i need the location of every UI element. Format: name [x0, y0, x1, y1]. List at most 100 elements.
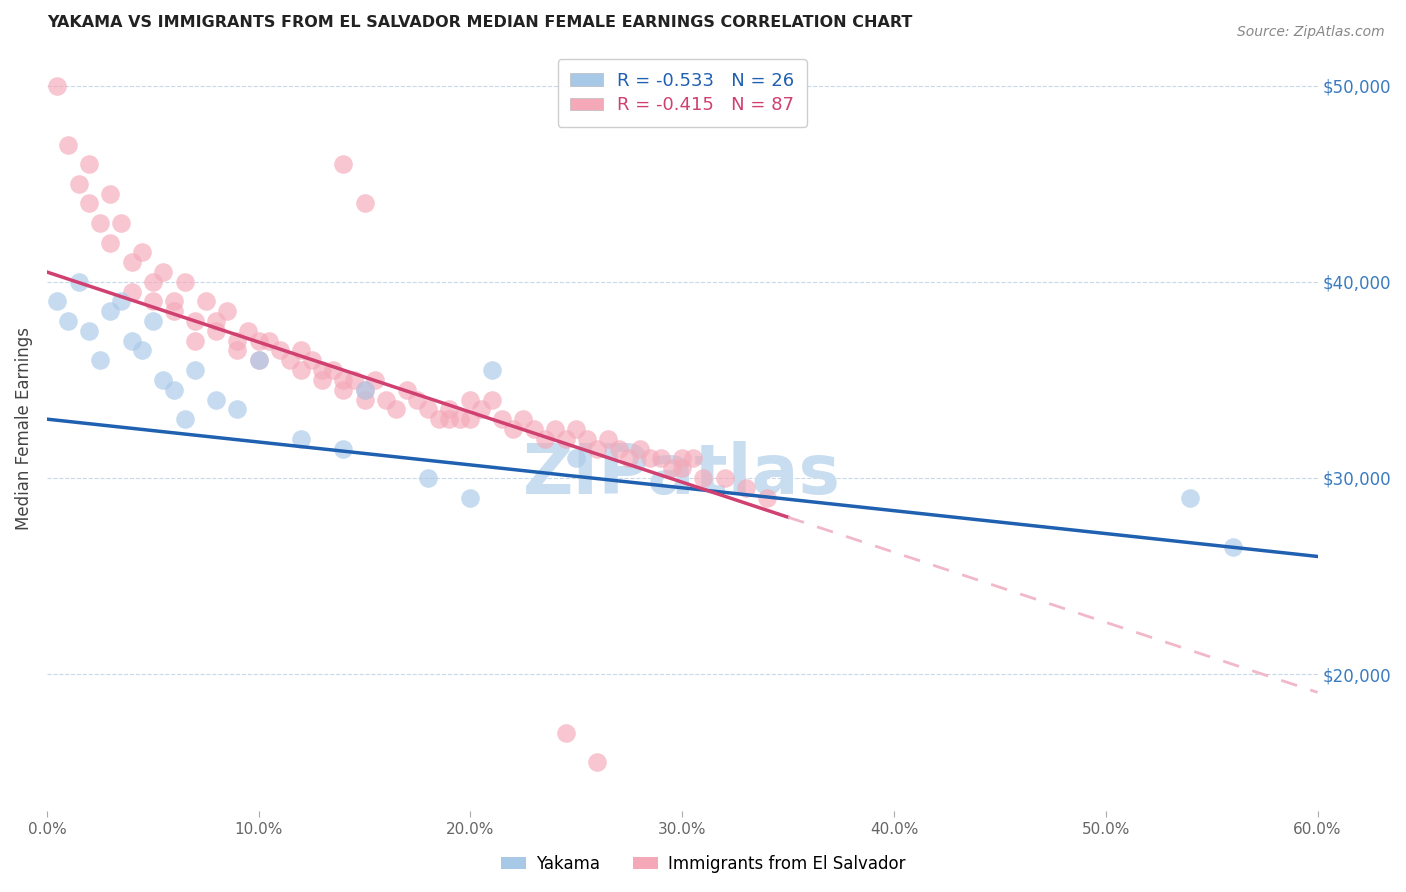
- Point: [1222, 540, 1244, 554]
- Point: [205, 324, 228, 338]
- Point: [173, 412, 195, 426]
- Point: [332, 383, 354, 397]
- Point: [121, 255, 143, 269]
- Point: [640, 451, 662, 466]
- Point: [247, 353, 270, 368]
- Point: [628, 442, 651, 456]
- Point: [671, 451, 693, 466]
- Point: [184, 334, 207, 348]
- Point: [89, 216, 111, 230]
- Point: [163, 383, 186, 397]
- Point: [301, 353, 323, 368]
- Point: [554, 726, 576, 740]
- Point: [439, 412, 461, 426]
- Point: [491, 412, 513, 426]
- Point: [142, 294, 165, 309]
- Point: [56, 314, 79, 328]
- Point: [427, 412, 450, 426]
- Point: [121, 285, 143, 299]
- Point: [205, 314, 228, 328]
- Point: [586, 756, 609, 770]
- Point: [755, 491, 778, 505]
- Point: [131, 245, 153, 260]
- Point: [290, 363, 312, 377]
- Legend: Yakama, Immigrants from El Salvador: Yakama, Immigrants from El Salvador: [494, 848, 912, 880]
- Point: [290, 343, 312, 358]
- Point: [142, 275, 165, 289]
- Point: [470, 402, 492, 417]
- Point: [173, 275, 195, 289]
- Point: [163, 304, 186, 318]
- Point: [194, 294, 217, 309]
- Point: [46, 78, 69, 93]
- Point: [512, 412, 534, 426]
- Point: [322, 363, 344, 377]
- Point: [290, 432, 312, 446]
- Point: [184, 363, 207, 377]
- Point: [142, 314, 165, 328]
- Point: [502, 422, 524, 436]
- Point: [692, 471, 714, 485]
- Point: [100, 235, 122, 250]
- Point: [67, 177, 90, 191]
- Point: [215, 304, 238, 318]
- Point: [110, 294, 132, 309]
- Point: [131, 343, 153, 358]
- Point: [332, 373, 354, 387]
- Point: [619, 451, 641, 466]
- Y-axis label: Median Female Earnings: Median Female Earnings: [15, 327, 32, 531]
- Point: [110, 216, 132, 230]
- Point: [650, 451, 672, 466]
- Point: [575, 432, 598, 446]
- Point: [257, 334, 280, 348]
- Point: [565, 422, 588, 436]
- Point: [385, 402, 408, 417]
- Point: [544, 422, 567, 436]
- Point: [77, 196, 100, 211]
- Point: [565, 451, 588, 466]
- Point: [353, 392, 375, 407]
- Point: [713, 471, 735, 485]
- Text: Source: ZipAtlas.com: Source: ZipAtlas.com: [1237, 25, 1385, 39]
- Point: [460, 491, 482, 505]
- Point: [406, 392, 429, 407]
- Point: [77, 157, 100, 171]
- Point: [77, 324, 100, 338]
- Point: [121, 334, 143, 348]
- Point: [353, 196, 375, 211]
- Point: [353, 383, 375, 397]
- Point: [481, 392, 503, 407]
- Text: ZIPatlas: ZIPatlas: [523, 442, 841, 508]
- Point: [671, 461, 693, 475]
- Point: [226, 343, 249, 358]
- Point: [152, 265, 174, 279]
- Point: [100, 304, 122, 318]
- Point: [184, 314, 207, 328]
- Point: [343, 373, 366, 387]
- Point: [533, 432, 555, 446]
- Point: [247, 334, 270, 348]
- Point: [523, 422, 546, 436]
- Point: [67, 275, 90, 289]
- Point: [734, 481, 756, 495]
- Point: [205, 392, 228, 407]
- Point: [1180, 491, 1202, 505]
- Point: [89, 353, 111, 368]
- Point: [100, 186, 122, 201]
- Point: [460, 392, 482, 407]
- Point: [661, 461, 683, 475]
- Point: [226, 402, 249, 417]
- Point: [554, 432, 576, 446]
- Point: [439, 402, 461, 417]
- Point: [416, 402, 439, 417]
- Point: [416, 471, 439, 485]
- Point: [311, 363, 333, 377]
- Point: [449, 412, 471, 426]
- Point: [280, 353, 302, 368]
- Point: [586, 442, 609, 456]
- Point: [46, 294, 69, 309]
- Point: [247, 353, 270, 368]
- Point: [56, 137, 79, 152]
- Point: [374, 392, 396, 407]
- Point: [481, 363, 503, 377]
